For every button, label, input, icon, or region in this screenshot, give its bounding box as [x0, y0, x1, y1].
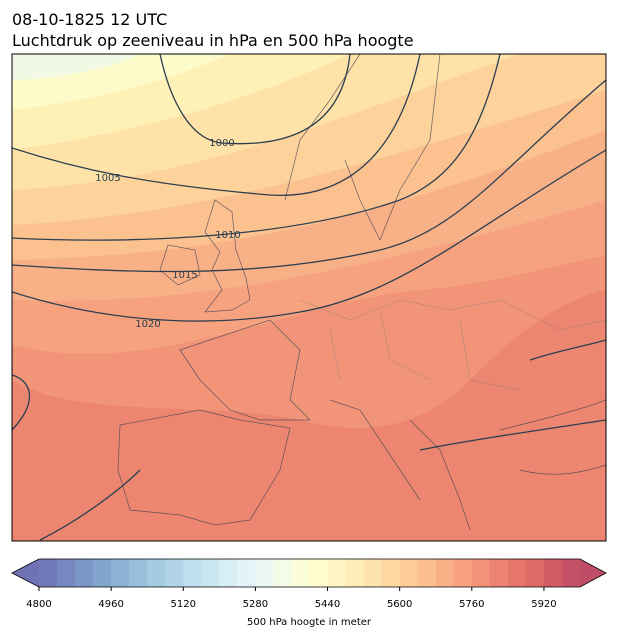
colorbar-segment	[201, 559, 220, 587]
colorbar-label: 500 hPa hoogte in meter	[247, 617, 372, 628]
colorbar-frame	[11, 558, 607, 588]
colorbar-segment	[453, 559, 473, 587]
colorbar-segment	[309, 559, 329, 587]
subtitle: Luchtdruk op zeeniveau in hPa en 500 hPa…	[12, 31, 414, 50]
colorbar-segment	[219, 559, 238, 587]
colorbar-segment	[165, 559, 184, 587]
map: 1000 1005 1010 1015 1020	[12, 54, 606, 541]
isobar-label: 1010	[215, 230, 240, 241]
colorbar-segment	[93, 559, 112, 587]
isobar-label: 1000	[209, 138, 234, 149]
colorbar-tick-label: 5600	[387, 599, 412, 610]
colorbar: 4800 4960 5120 5280 5440 5600 5760 5920	[11, 558, 607, 610]
colorbar-segment	[363, 559, 383, 587]
colorbar-segment	[489, 559, 509, 587]
colorbar-segment	[399, 559, 419, 587]
isobar-label: 1015	[172, 270, 197, 281]
colorbar-segment	[345, 559, 365, 587]
colorbar-segment	[75, 559, 94, 587]
colorbar-tick-label: 4960	[98, 599, 123, 610]
colorbar-segment	[111, 559, 130, 587]
title: 08-10-1825 12 UTC	[12, 10, 167, 29]
colorbar-segment	[525, 559, 545, 587]
colorbar-segment	[129, 559, 148, 587]
colorbar-segment	[273, 559, 292, 587]
colorbar-extend-high	[580, 559, 606, 587]
colorbar-segment	[507, 559, 527, 587]
colorbar-tick-label: 5280	[243, 599, 268, 610]
colorbar-segment	[471, 559, 491, 587]
isobar-label: 1020	[135, 319, 160, 330]
colorbar-segment	[57, 559, 76, 587]
colorbar-segment	[417, 559, 437, 587]
colorbar-segment	[435, 559, 455, 587]
colorbar-tick-label: 4800	[26, 599, 51, 610]
colorbar-segment	[561, 559, 581, 587]
isobar-label: 1005	[95, 173, 120, 184]
colorbar-segment	[147, 559, 166, 587]
colorbar-tick-label: 5440	[315, 599, 340, 610]
colorbar-segment	[327, 559, 347, 587]
colorbar-segment	[237, 559, 256, 587]
colorbar-segment	[183, 559, 202, 587]
colorbar-tick-label: 5760	[459, 599, 484, 610]
colorbar-extend-low	[12, 559, 39, 587]
colorbar-segment	[255, 559, 274, 587]
colorbar-segment	[381, 559, 401, 587]
map-frame	[11, 53, 607, 542]
colorbar-segment	[39, 559, 58, 587]
colorbar-tick-label: 5920	[531, 599, 556, 610]
colorbar-segment	[543, 559, 563, 587]
colorbar-segment	[291, 559, 310, 587]
colorbar-tick-label: 5120	[171, 599, 196, 610]
